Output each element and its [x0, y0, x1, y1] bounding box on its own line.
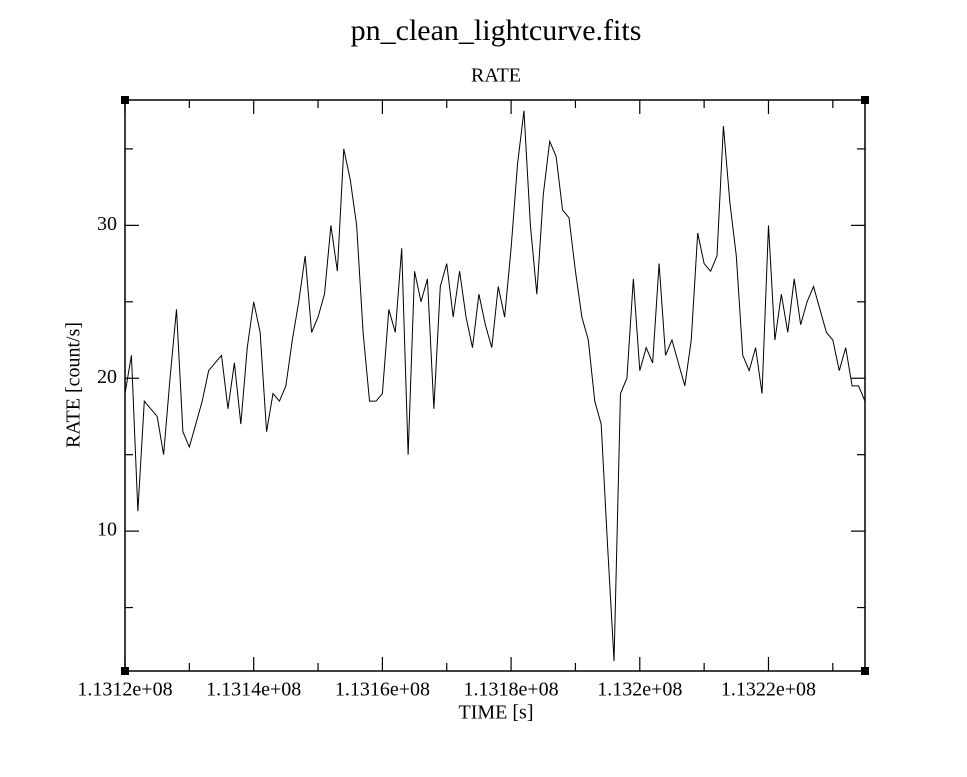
y-axis-label: RATE [count/s] — [63, 322, 85, 448]
y-tick-label: 30 — [97, 213, 117, 235]
y-tick-label: 10 — [97, 519, 117, 541]
corner-handle — [861, 96, 869, 104]
corner-handle — [861, 667, 869, 675]
x-tick-label: 1.1316e+08 — [335, 679, 430, 701]
light-curve — [124, 110, 866, 662]
y-tick-label: 20 — [97, 366, 117, 388]
chart-title: pn_clean_lightcurve.fits — [351, 14, 642, 47]
x-tick-label: 1.1322e+08 — [721, 679, 816, 701]
x-tick-label: 1.1314e+08 — [206, 679, 301, 701]
chart-subtitle: RATE — [471, 65, 521, 87]
x-tick-label: 1.1312e+08 — [77, 679, 172, 701]
x-axis-label: TIME [s] — [459, 702, 534, 724]
x-tick-label: 1.1318e+08 — [464, 679, 559, 701]
plot-frame — [124, 99, 866, 672]
x-tick-label: 1.132e+08 — [597, 679, 682, 701]
